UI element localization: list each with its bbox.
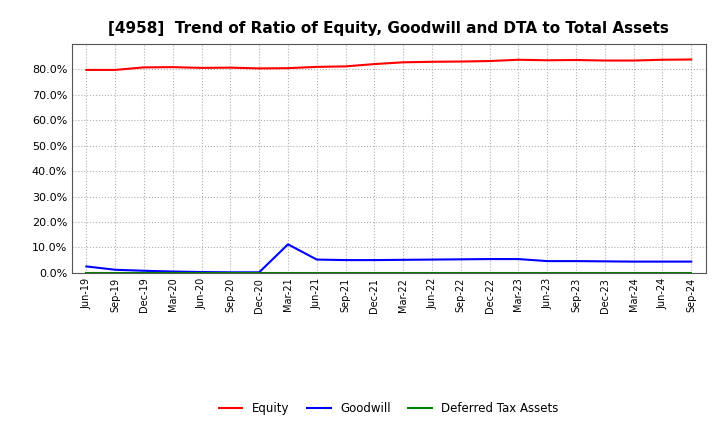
Line: Equity: Equity: [86, 59, 691, 70]
Deferred Tax Assets: [543, 270, 552, 275]
Deferred Tax Assets: [168, 270, 177, 275]
Goodwill: [370, 257, 379, 263]
Goodwill: [572, 258, 580, 264]
Deferred Tax Assets: [428, 270, 436, 275]
Equity: [658, 57, 667, 62]
Equity: [284, 66, 292, 71]
Legend: Equity, Goodwill, Deferred Tax Assets: Equity, Goodwill, Deferred Tax Assets: [214, 398, 564, 420]
Goodwill: [111, 267, 120, 272]
Goodwill: [428, 257, 436, 262]
Equity: [168, 65, 177, 70]
Deferred Tax Assets: [82, 270, 91, 275]
Goodwill: [485, 257, 494, 262]
Deferred Tax Assets: [197, 270, 206, 275]
Deferred Tax Assets: [514, 270, 523, 275]
Equity: [600, 58, 609, 63]
Deferred Tax Assets: [140, 270, 148, 275]
Equity: [197, 65, 206, 70]
Goodwill: [514, 257, 523, 262]
Deferred Tax Assets: [284, 270, 292, 275]
Goodwill: [312, 257, 321, 262]
Equity: [82, 67, 91, 73]
Title: [4958]  Trend of Ratio of Equity, Goodwill and DTA to Total Assets: [4958] Trend of Ratio of Equity, Goodwil…: [109, 21, 669, 36]
Equity: [514, 57, 523, 62]
Deferred Tax Assets: [226, 270, 235, 275]
Equity: [687, 57, 696, 62]
Goodwill: [341, 257, 350, 263]
Equity: [341, 64, 350, 69]
Deferred Tax Assets: [370, 270, 379, 275]
Goodwill: [687, 259, 696, 264]
Deferred Tax Assets: [629, 270, 638, 275]
Equity: [255, 66, 264, 71]
Deferred Tax Assets: [255, 270, 264, 275]
Deferred Tax Assets: [341, 270, 350, 275]
Equity: [111, 67, 120, 73]
Deferred Tax Assets: [485, 270, 494, 275]
Goodwill: [456, 257, 465, 262]
Goodwill: [543, 258, 552, 264]
Equity: [428, 59, 436, 64]
Goodwill: [226, 270, 235, 275]
Equity: [572, 57, 580, 62]
Equity: [456, 59, 465, 64]
Deferred Tax Assets: [456, 270, 465, 275]
Deferred Tax Assets: [658, 270, 667, 275]
Equity: [370, 62, 379, 67]
Equity: [140, 65, 148, 70]
Goodwill: [140, 268, 148, 273]
Goodwill: [82, 264, 91, 269]
Goodwill: [197, 269, 206, 275]
Equity: [312, 64, 321, 70]
Equity: [399, 60, 408, 65]
Line: Goodwill: Goodwill: [86, 244, 691, 272]
Goodwill: [658, 259, 667, 264]
Goodwill: [255, 270, 264, 275]
Goodwill: [629, 259, 638, 264]
Goodwill: [600, 259, 609, 264]
Goodwill: [284, 242, 292, 247]
Deferred Tax Assets: [312, 270, 321, 275]
Deferred Tax Assets: [687, 270, 696, 275]
Equity: [485, 59, 494, 64]
Equity: [226, 65, 235, 70]
Deferred Tax Assets: [600, 270, 609, 275]
Equity: [629, 58, 638, 63]
Deferred Tax Assets: [399, 270, 408, 275]
Deferred Tax Assets: [572, 270, 580, 275]
Goodwill: [168, 269, 177, 274]
Deferred Tax Assets: [111, 270, 120, 275]
Equity: [543, 58, 552, 63]
Goodwill: [399, 257, 408, 263]
